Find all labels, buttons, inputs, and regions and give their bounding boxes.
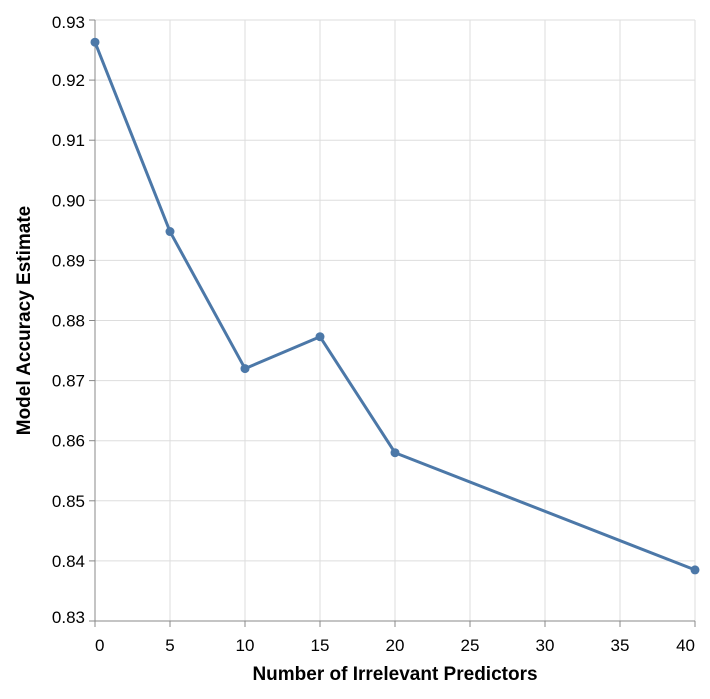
y-tick-label: 0.93 bbox=[52, 13, 85, 32]
y-tick-label: 0.83 bbox=[52, 608, 85, 627]
x-axis-title: Number of Irrelevant Predictors bbox=[252, 664, 537, 685]
x-tick-label: 0 bbox=[95, 636, 104, 655]
data-point bbox=[390, 448, 400, 458]
y-tick-label: 0.92 bbox=[52, 71, 85, 90]
x-tick-label: 35 bbox=[611, 636, 630, 655]
y-tick-label: 0.88 bbox=[52, 312, 85, 331]
x-tick-label: 10 bbox=[236, 636, 255, 655]
data-point bbox=[690, 565, 700, 575]
y-tick-label: 0.86 bbox=[52, 432, 85, 451]
data-point bbox=[165, 227, 175, 237]
axes bbox=[89, 19, 696, 627]
y-tick-label: 0.85 bbox=[52, 492, 85, 511]
x-tick-label: 40 bbox=[676, 636, 695, 655]
x-tick-label: 5 bbox=[165, 636, 174, 655]
data-point bbox=[315, 332, 325, 342]
x-tick-label: 20 bbox=[386, 636, 405, 655]
y-tick-label: 0.90 bbox=[52, 191, 85, 210]
x-tick-label: 25 bbox=[461, 636, 480, 655]
tick-labels: 0 5 10 15 20 25 30 35 40 0.83 0.84 0.85 0.86 0.87 0.88… bbox=[52, 13, 695, 655]
x-tick-label: 30 bbox=[536, 636, 555, 655]
data-point bbox=[240, 364, 250, 374]
y-tick-label: 0.87 bbox=[52, 372, 85, 391]
y-tick-label: 0.84 bbox=[52, 552, 85, 571]
grid bbox=[94, 19, 696, 622]
x-tick-label: 15 bbox=[311, 636, 330, 655]
series-line bbox=[93, 40, 697, 572]
data-point bbox=[90, 37, 100, 47]
y-tick-label: 0.89 bbox=[52, 251, 85, 270]
series bbox=[90, 37, 700, 575]
y-tick-label: 0.91 bbox=[52, 131, 85, 150]
y-axis-title: Model Accuracy Estimate bbox=[14, 206, 35, 436]
